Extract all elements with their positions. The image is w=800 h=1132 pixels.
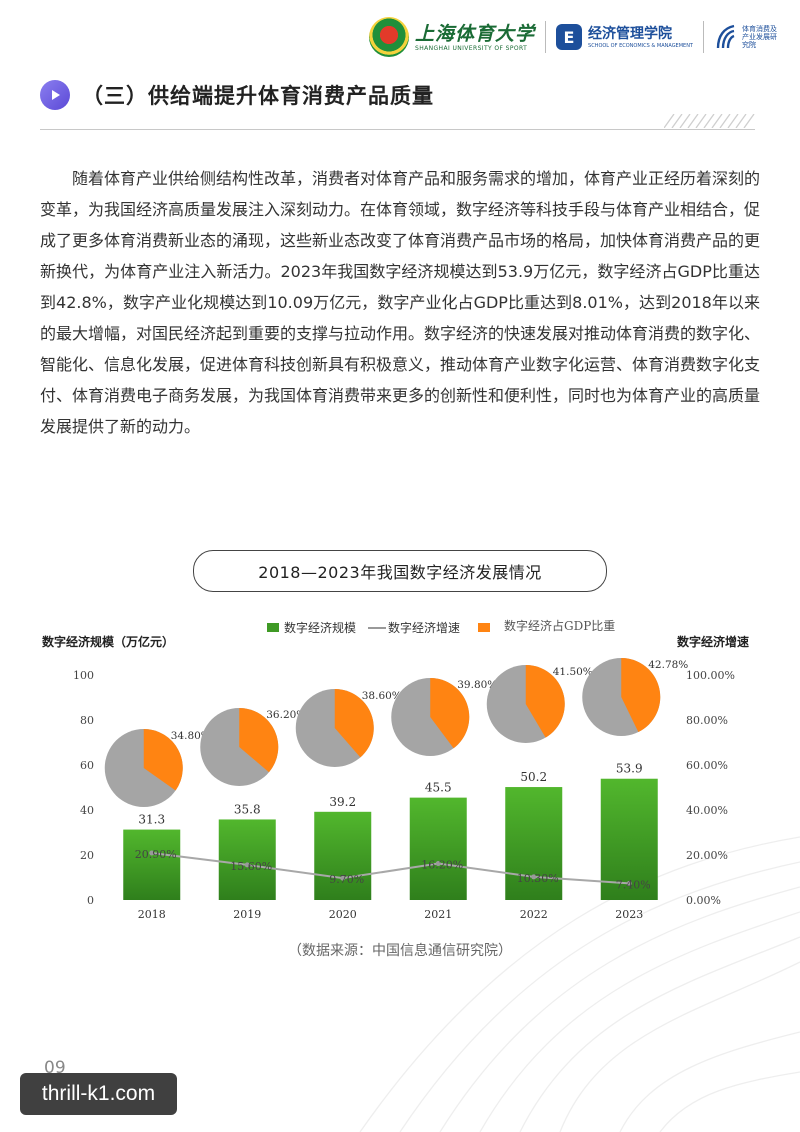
pie-gdp-share-slice <box>430 678 470 749</box>
growth-rate-label: 15.60% <box>230 860 272 873</box>
header-logos: 上海体育大学 SHANGHAI UNIVERSITY OF SPORT E 经济… <box>369 14 780 60</box>
right-axis-tick: 40.00% <box>686 804 728 817</box>
institute-name: 体育消费及产业发展研究院 <box>742 25 777 49</box>
x-axis-tick: 2023 <box>615 908 643 921</box>
school-logo: E 经济管理学院 SCHOOL OF ECONOMICS & MANAGEMEN… <box>556 24 693 50</box>
bar-value-label: 35.8 <box>234 802 261 816</box>
digital-economy-chart: 数字经济规模 数字经济增速 数字经济占GDP比重 数字经济规模（万亿元） 数字经… <box>42 618 749 921</box>
growth-rate-point <box>340 875 346 881</box>
pie-gdp-share-slice <box>621 658 661 733</box>
university-name: 上海体育大学 <box>415 22 536 45</box>
left-axis-tick: 40 <box>80 804 94 817</box>
bar-digital-economy-scale <box>218 819 276 900</box>
left-axis-tick: 0 <box>87 894 94 907</box>
growth-rate-line <box>151 851 630 885</box>
growth-rate-point <box>626 880 632 886</box>
bar-value-label: 39.2 <box>329 795 356 809</box>
growth-rate-label: 10.30% <box>517 872 559 885</box>
left-axis-tick: 80 <box>80 714 94 727</box>
bar-value-label: 45.5 <box>425 781 452 795</box>
pie-value-label: 34.80% <box>171 730 211 742</box>
section-title-row: （三）供给端提升体育消费产品质量 <box>40 80 434 110</box>
bar-value-label: 31.3 <box>138 813 165 827</box>
right-axis-label: 数字经济增速 <box>677 634 749 649</box>
play-icon <box>40 80 70 110</box>
school-name-en: SCHOOL OF ECONOMICS & MANAGEMENT <box>588 42 693 49</box>
left-axis-tick: 60 <box>80 759 94 772</box>
left-axis-tick: 100 <box>73 669 94 682</box>
pie-value-label: 39.80% <box>457 679 497 691</box>
growth-rate-point <box>435 861 441 867</box>
growth-rate-label: 20.90% <box>135 848 177 861</box>
bar-value-label: 50.2 <box>520 770 547 784</box>
institute-emblem-icon <box>716 24 735 49</box>
legend-swatch-bar <box>267 623 279 632</box>
logo-divider <box>545 21 547 53</box>
chart-title: 2018—2023年我国数字经济发展情况 <box>193 550 607 592</box>
growth-rate-label: 7.40% <box>616 878 651 891</box>
section-title: （三）供给端提升体育消费产品质量 <box>82 84 434 108</box>
school-emblem-icon: E <box>556 24 583 50</box>
school-name: 经济管理学院 <box>588 25 673 42</box>
legend-label-bar: 数字经济规模 <box>284 620 356 635</box>
body-paragraph: 随着体育产业供给侧结构性改革，消费者对体育产品和服务需求的增加，体育产业正经历着… <box>40 169 761 436</box>
x-axis-tick: 2019 <box>233 908 261 921</box>
x-axis-tick: 2022 <box>520 908 548 921</box>
x-axis-tick: 2020 <box>329 908 357 921</box>
right-axis-tick: 100.00% <box>686 669 735 682</box>
bar-digital-economy-scale <box>505 787 563 900</box>
pie-gdp-share-slice <box>334 689 374 758</box>
bar-digital-economy-scale <box>123 829 181 900</box>
pie-value-label: 42.78% <box>648 659 688 671</box>
bar-digital-economy-scale <box>600 778 658 900</box>
pie-gdp-share-slice <box>143 729 183 791</box>
hatch-decoration <box>664 114 755 128</box>
legend-label-line: 数字经济增速 <box>388 620 460 635</box>
growth-rate-point <box>149 850 155 856</box>
pie-value-label: 41.50% <box>553 666 593 678</box>
right-axis-tick: 80.00% <box>686 714 728 727</box>
legend-swatch-pie <box>478 623 490 632</box>
pie-value-label: 36.20% <box>266 709 306 721</box>
logo-divider <box>703 21 704 53</box>
bar-digital-economy-scale <box>409 797 467 900</box>
pie-gdp-share-slice <box>525 665 565 738</box>
growth-rate-label: 9.70% <box>329 873 364 886</box>
bar-value-label: 53.9 <box>616 762 643 776</box>
left-axis-label: 数字经济规模（万亿元） <box>42 634 174 649</box>
university-name-en: SHANGHAI UNIVERSITY OF SPORT <box>415 44 528 52</box>
right-axis-tick: 60.00% <box>686 759 728 772</box>
x-axis-tick: 2018 <box>138 908 166 921</box>
growth-rate-label: 16.20% <box>421 859 463 872</box>
x-axis-tick: 2021 <box>424 908 452 921</box>
growth-rate-point <box>531 874 537 880</box>
institute-logo: 体育消费及产业发展研究院 <box>714 24 780 50</box>
data-source-note: （数据来源：中国信息通信研究院） <box>288 943 512 959</box>
pie-gdp-share-slice <box>239 708 279 773</box>
university-logo: 上海体育大学 SHANGHAI UNIVERSITY OF SPORT <box>369 17 535 57</box>
right-axis-tick: 20.00% <box>686 849 728 862</box>
right-axis-tick: 0.00% <box>686 894 721 907</box>
pie-value-label: 38.60% <box>362 690 402 702</box>
watermark-badge: thrill-k1.com <box>20 1073 177 1115</box>
left-axis-tick: 20 <box>80 849 94 862</box>
legend-label-pie: 数字经济占GDP比重 <box>504 618 615 633</box>
bar-digital-economy-scale <box>314 811 372 900</box>
growth-rate-point <box>244 862 250 868</box>
title-underline <box>40 129 755 130</box>
university-emblem-icon <box>369 17 409 57</box>
